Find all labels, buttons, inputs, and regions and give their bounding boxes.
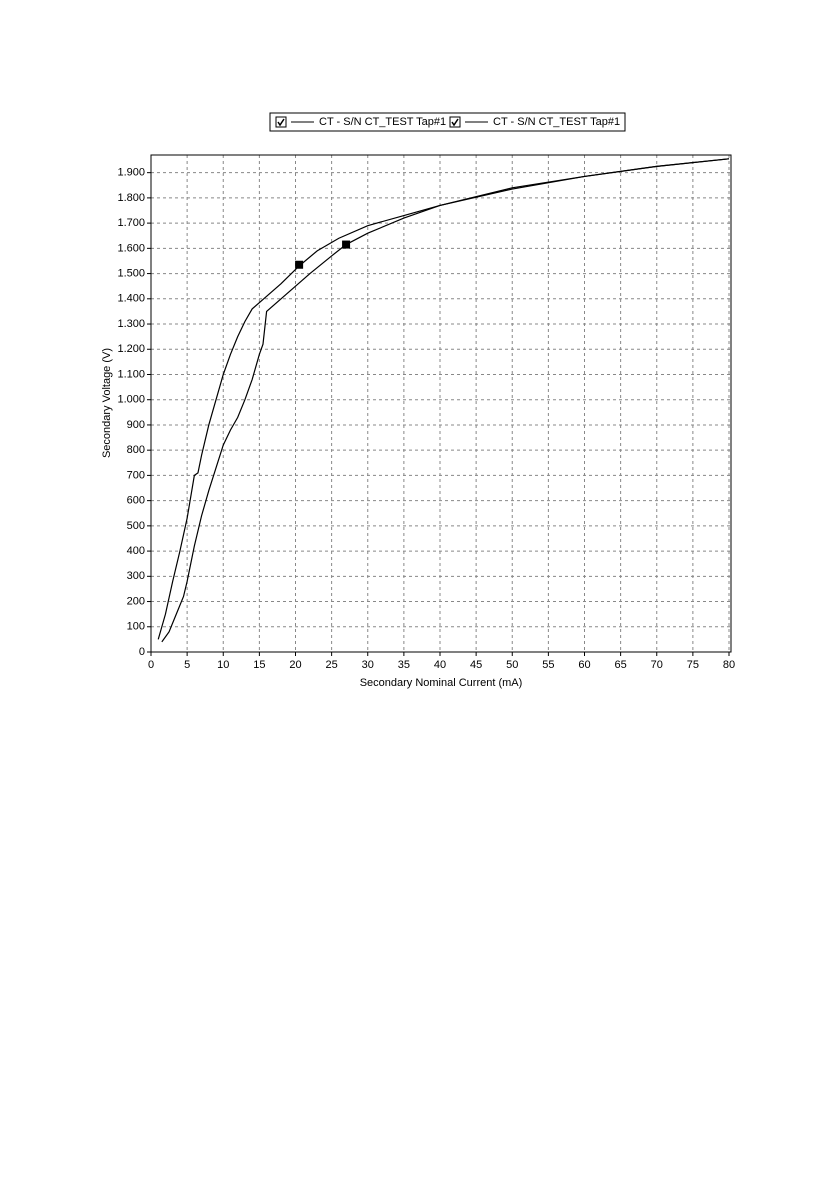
x-tick-label: 65 (615, 659, 627, 671)
y-tick-label: 1.000 (117, 394, 145, 406)
series-line (157, 158, 730, 640)
x-tick-label: 50 (506, 659, 518, 671)
y-tick-label: 700 (127, 469, 145, 481)
x-tick-label: 75 (687, 659, 699, 671)
legend-check (451, 118, 459, 127)
series-line (161, 158, 730, 643)
y-tick-label: 300 (127, 570, 145, 582)
x-tick-label: 5 (184, 659, 190, 671)
legend-checkbox[interactable] (275, 116, 287, 128)
y-axis-label: Secondary Voltage (V) (101, 348, 113, 458)
x-tick-label: 60 (578, 659, 590, 671)
x-tick-label: 45 (470, 659, 482, 671)
y-tick-label: 600 (127, 495, 145, 507)
legend-check (277, 118, 285, 127)
x-tick-label: 30 (362, 659, 374, 671)
y-tick-label: 1.900 (117, 167, 145, 179)
y-tick-label: 900 (127, 419, 145, 431)
legend-label: CT - S/N CT_TEST Tap#1 (493, 116, 620, 128)
x-tick-label: 10 (217, 659, 229, 671)
y-tick-label: 1.700 (117, 217, 145, 229)
x-tick-label: 80 (723, 659, 735, 671)
x-tick-label: 0 (148, 659, 154, 671)
y-tick-label: 1.800 (117, 192, 145, 204)
y-tick-label: 200 (127, 595, 145, 607)
x-tick-label: 40 (434, 659, 446, 671)
x-tick-label: 55 (542, 659, 554, 671)
plot-frame (150, 154, 732, 653)
legend-label: CT - S/N CT_TEST Tap#1 (319, 116, 446, 128)
legend-box (269, 112, 626, 132)
x-tick-label: 35 (398, 659, 410, 671)
x-tick-label: 20 (289, 659, 301, 671)
y-tick-label: 500 (127, 520, 145, 532)
series-marker (295, 260, 304, 269)
y-tick-label: 1.400 (117, 293, 145, 305)
y-tick-label: 1.100 (117, 368, 145, 380)
x-tick-label: 70 (651, 659, 663, 671)
y-tick-label: 0 (139, 646, 145, 658)
x-tick-label: 15 (253, 659, 265, 671)
y-tick-label: 800 (127, 444, 145, 456)
y-tick-label: 100 (127, 621, 145, 633)
y-tick-label: 400 (127, 545, 145, 557)
y-tick-label: 1.600 (117, 242, 145, 254)
y-tick-label: 1.500 (117, 267, 145, 279)
y-tick-label: 1.200 (117, 343, 145, 355)
series-marker (342, 240, 351, 249)
y-tick-label: 1.300 (117, 318, 145, 330)
x-axis-label: Secondary Nominal Current (mA) (360, 677, 523, 689)
x-tick-label: 25 (326, 659, 338, 671)
legend-checkbox[interactable] (449, 116, 461, 128)
